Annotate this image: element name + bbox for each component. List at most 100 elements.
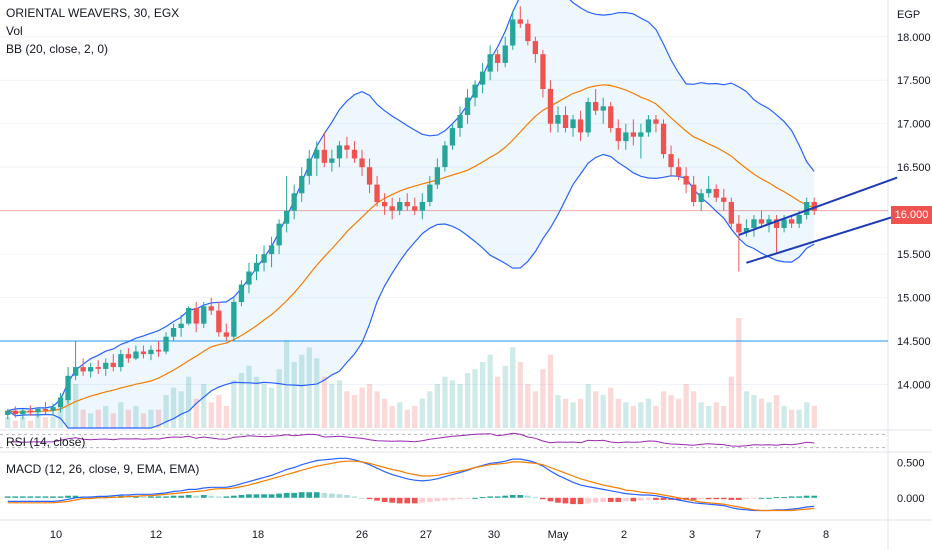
candle-body (397, 202, 403, 211)
candle-body (382, 202, 388, 207)
macd-histogram-bar (344, 495, 350, 498)
macd-histogram-bar (803, 495, 810, 498)
price-tick-label: 15.000 (897, 293, 931, 305)
macd-histogram-bar (525, 495, 531, 498)
macd-histogram-bar (758, 497, 765, 499)
volume-bar (170, 387, 177, 428)
macd-histogram-bar (773, 497, 780, 499)
candle-body (389, 206, 395, 211)
volume-bar (208, 402, 214, 428)
time-tick-label: 8 (823, 529, 829, 541)
volume-bar (457, 384, 463, 428)
volume-bar (751, 395, 757, 428)
candle-body (95, 367, 101, 369)
legend-symbol[interactable]: ORIENTAL WEAVERS, 30, EGX (6, 6, 180, 20)
volume-bar (374, 391, 380, 428)
volume-bar (118, 402, 124, 428)
legend-rsi[interactable]: RSI (14, close) (6, 435, 86, 449)
volume-bar (517, 362, 523, 428)
volume-bar (796, 409, 802, 428)
volume-bar (50, 417, 56, 428)
candle-body (88, 367, 94, 372)
macd-histogram-bar (20, 496, 26, 498)
horizontal-line[interactable] (0, 210, 888, 342)
candle-body (140, 351, 147, 355)
volume-bar (789, 409, 795, 428)
bb-fill (7, 0, 815, 428)
volume-bar (201, 384, 207, 428)
volume-bar (653, 406, 659, 428)
macd-histogram-bar (442, 497, 448, 501)
time-axis[interactable]: 10 12 18 26 27 30 May 2 3 7 8 (50, 529, 829, 541)
volume-bar (20, 417, 26, 428)
macd-histogram-bar (630, 497, 637, 502)
volume-bar (359, 387, 365, 428)
macd-histogram-bar (35, 496, 41, 498)
macd-histogram-bar (389, 497, 395, 503)
candle-body (487, 54, 493, 72)
volume-bar (510, 347, 516, 428)
macd-histogram-bar (743, 497, 750, 500)
candle-body (706, 188, 712, 194)
legend-volume[interactable]: Vol (6, 24, 23, 38)
volume-bar (65, 391, 71, 428)
macd-histogram-bar (540, 497, 546, 500)
legend-macd[interactable]: MACD (12, 26, close, 9, EMA, EMA) (6, 462, 200, 476)
macd-histogram-bar (796, 496, 802, 498)
candle-body (186, 308, 192, 324)
volume-bar (706, 406, 712, 428)
candle-body (480, 71, 486, 85)
candle-body (291, 193, 297, 211)
price-tick-label: 17.000 (897, 119, 931, 131)
candle-body (359, 158, 365, 168)
volume-bar (525, 384, 531, 428)
candle-body (103, 362, 109, 369)
macd-histogram-bar (434, 497, 441, 502)
macd-histogram-bar (215, 496, 222, 498)
macd-histogram-bar (811, 495, 818, 498)
volume-bar (660, 391, 667, 428)
volume-bar (623, 402, 629, 428)
macd-histogram-bar (607, 497, 614, 502)
candle-body (65, 375, 71, 401)
volume-bar (781, 406, 787, 428)
macd-histogram-bar (585, 497, 591, 504)
macd-histogram-bar (547, 497, 554, 502)
candle-body (20, 410, 26, 415)
candle-body (35, 408, 41, 413)
price-axis[interactable]: EGP 18.000 17.500 17.000 16.500 15.500 15.000… (897, 9, 931, 392)
macd-histogram-bar (72, 495, 79, 498)
macd-histogram-bar (509, 495, 516, 498)
volume-bar (434, 384, 440, 428)
rsi-line (7, 432, 815, 447)
volume-bar (12, 420, 18, 428)
candle-body (593, 102, 599, 111)
macd-histogram-bar (163, 496, 169, 498)
volume-bar (351, 395, 358, 428)
candle-body (163, 336, 169, 352)
macd-histogram-bar (261, 494, 267, 498)
volume-bar (163, 395, 169, 428)
candle-body (412, 206, 418, 211)
macd-histogram-bar (788, 496, 795, 498)
volume-bar (284, 340, 290, 428)
candle-body (201, 306, 207, 324)
macd-histogram-bar (555, 497, 561, 503)
candle-body (238, 284, 245, 302)
candle-body (336, 145, 343, 159)
macd-histogram-bar (223, 496, 230, 498)
price-tick-label: 16.500 (897, 162, 931, 174)
volume-bar (743, 391, 750, 428)
macd-histogram-bar (178, 495, 184, 498)
candle-body (668, 154, 674, 168)
macd-histogram-bar (638, 497, 644, 501)
candle-body (683, 175, 689, 185)
volume-bar (480, 362, 486, 428)
legend-bollinger[interactable]: BB (20, close, 2, 0) (6, 42, 109, 56)
macd-histogram-bar (479, 497, 486, 499)
macd-tick-label: 0.000 (897, 493, 925, 505)
volume-bar (562, 398, 569, 428)
volume-bar (577, 398, 584, 428)
trend-channel[interactable] (738, 176, 905, 264)
